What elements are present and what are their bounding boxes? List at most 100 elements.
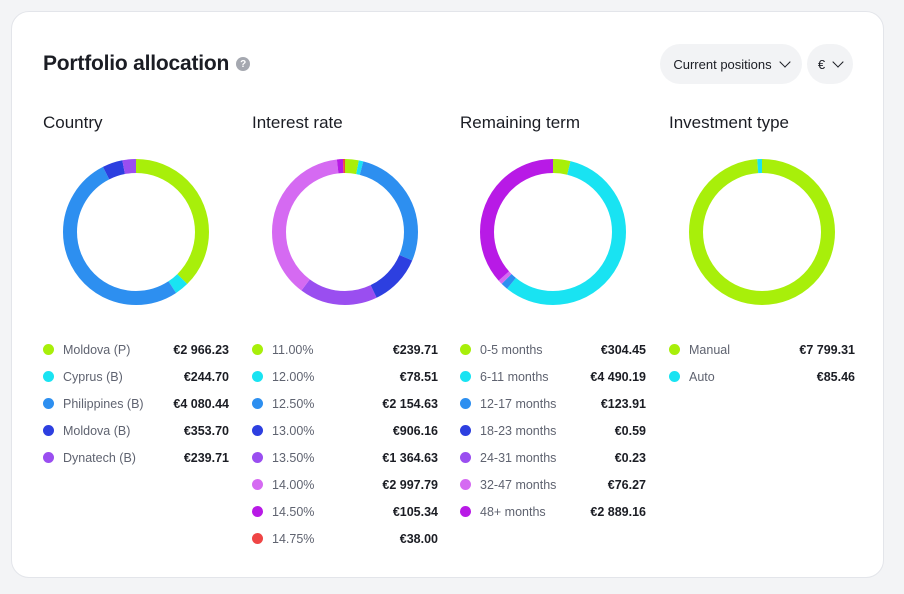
donut-slice-4[interactable] <box>63 159 209 305</box>
legend-label: 14.00% <box>272 477 315 492</box>
legend-item: Manual €7 799.31 <box>669 336 855 363</box>
donut-chart <box>63 159 209 305</box>
donut-chart <box>689 159 835 305</box>
legend-dot-icon <box>460 371 471 382</box>
legend-dot-icon <box>43 425 54 436</box>
legend-value: €4 080.44 <box>173 396 229 411</box>
legend-dot-icon <box>252 344 263 355</box>
legend: 0-5 months €304.45 6-11 months €4 490.19 12-… <box>460 336 646 525</box>
legend-value: €123.91 <box>600 396 646 411</box>
legend-dot-icon <box>460 398 471 409</box>
legend-label: 0-5 months <box>480 342 543 357</box>
legend-value: €78.51 <box>399 369 438 384</box>
legend-dot-icon <box>43 344 54 355</box>
legend-item: 13.50% €1 364.63 <box>252 444 438 471</box>
legend-value: €0.59 <box>614 423 646 438</box>
legend-label: 12.00% <box>272 369 315 384</box>
legend-item: 32-47 months €76.27 <box>460 471 646 498</box>
legend-item: Philippines (B) €4 080.44 <box>43 390 229 417</box>
legend-item: Moldova (P) €2 966.23 <box>43 336 229 363</box>
legend: Moldova (P) €2 966.23 Cyprus (B) €244.70 Phi… <box>43 336 229 471</box>
section-title: Country <box>43 113 103 132</box>
legend-label: Auto <box>689 369 715 384</box>
legend: Manual €7 799.31 Auto €85.46 <box>669 336 855 390</box>
legend-label: Moldova (P) <box>63 342 131 357</box>
legend-label: 13.00% <box>272 423 315 438</box>
legend-label: 14.75% <box>272 531 315 546</box>
legend-dot-icon <box>460 425 471 436</box>
legend-value: €239.71 <box>183 450 229 465</box>
legend-item: 14.50% €105.34 <box>252 498 438 525</box>
allocation-section-country: Country Moldova (P) €2 966.23 Cyprus (B) €24… <box>43 112 229 465</box>
legend-value: €304.45 <box>600 342 646 357</box>
chevron-down-icon <box>778 56 791 68</box>
legend-dot-icon <box>43 452 54 463</box>
legend-item: 13.00% €906.16 <box>252 417 438 444</box>
allocation-section-interest-rate: Interest rate 11.00% €239.71 12.00% €78.51 12… <box>252 112 438 546</box>
legend-dot-icon <box>252 398 263 409</box>
legend-item: 12.00% €78.51 <box>252 363 438 390</box>
legend-item: 14.00% €2 997.79 <box>252 471 438 498</box>
legend-label: 14.50% <box>272 504 315 519</box>
currency-dropdown-label: € <box>817 56 826 72</box>
legend-label: 18-23 months <box>480 423 557 438</box>
legend-label: Philippines (B) <box>63 396 144 411</box>
legend-label: Dynatech (B) <box>63 450 136 465</box>
legend-value: €2 966.23 <box>173 342 229 357</box>
legend-item: 14.75% €38.00 <box>252 525 438 552</box>
legend-value: €239.71 <box>392 342 438 357</box>
donut-chart <box>272 159 418 305</box>
legend-value: €2 889.16 <box>590 504 646 519</box>
donut-slice-0[interactable] <box>689 159 835 305</box>
allocation-section-investment-type: Investment type Manual €7 799.31 Auto €85.46 <box>669 112 855 384</box>
legend-item: 12.50% €2 154.63 <box>252 390 438 417</box>
legend-dot-icon <box>43 371 54 382</box>
legend: 11.00% €239.71 12.00% €78.51 12.50% €2 154.63… <box>252 336 438 552</box>
donut-slice-4[interactable] <box>272 159 418 305</box>
donut-slice-2[interactable] <box>63 159 209 305</box>
legend-value: €0.23 <box>614 450 646 465</box>
legend-label: 11.00% <box>272 342 314 357</box>
donut-slice-5[interactable] <box>272 159 418 305</box>
legend-label: 13.50% <box>272 450 315 465</box>
legend-value: €7 799.31 <box>799 342 855 357</box>
legend-item: 48+ months €2 889.16 <box>460 498 646 525</box>
legend-label: 12.50% <box>272 396 315 411</box>
legend-label: Cyprus (B) <box>63 369 123 384</box>
currency-dropdown[interactable]: € <box>807 44 853 84</box>
section-title: Investment type <box>669 113 790 132</box>
legend-value: €85.46 <box>816 369 855 384</box>
legend-label: 48+ months <box>480 504 546 519</box>
legend-dot-icon <box>460 479 471 490</box>
legend-value: €105.34 <box>392 504 438 519</box>
positions-dropdown-label: Current positions <box>673 56 772 72</box>
legend-value: €2 154.63 <box>382 396 438 411</box>
donut-chart <box>480 159 626 305</box>
positions-dropdown[interactable]: Current positions <box>660 44 802 84</box>
donut-slice-1[interactable] <box>480 159 626 305</box>
legend-label: 32-47 months <box>480 477 557 492</box>
legend-dot-icon <box>43 398 54 409</box>
page-title: Portfolio allocation <box>43 52 230 75</box>
donut-slice-7[interactable] <box>272 159 418 305</box>
portfolio-allocation-card: Portfolio allocation ? Current positions… <box>11 11 884 578</box>
legend-dot-icon <box>460 506 471 517</box>
legend-dot-icon <box>252 533 263 544</box>
donut-slice-2[interactable] <box>272 159 418 305</box>
legend-label: 24-31 months <box>480 450 557 465</box>
legend-label: Moldova (B) <box>63 423 131 438</box>
donut-slice-6[interactable] <box>480 159 626 305</box>
section-title: Interest rate <box>252 113 343 132</box>
help-icon[interactable]: ? <box>236 57 251 71</box>
legend-dot-icon <box>252 506 263 517</box>
legend-item: 12-17 months €123.91 <box>460 390 646 417</box>
legend-item: Auto €85.46 <box>669 363 855 390</box>
legend-item: 24-31 months €0.23 <box>460 444 646 471</box>
legend-dot-icon <box>669 371 680 382</box>
chevron-down-icon <box>832 56 844 68</box>
donut-slice-1[interactable] <box>689 159 835 305</box>
legend-value: €244.70 <box>183 369 229 384</box>
legend-dot-icon <box>669 344 680 355</box>
legend-dot-icon <box>252 452 263 463</box>
legend-label: Manual <box>689 342 730 357</box>
